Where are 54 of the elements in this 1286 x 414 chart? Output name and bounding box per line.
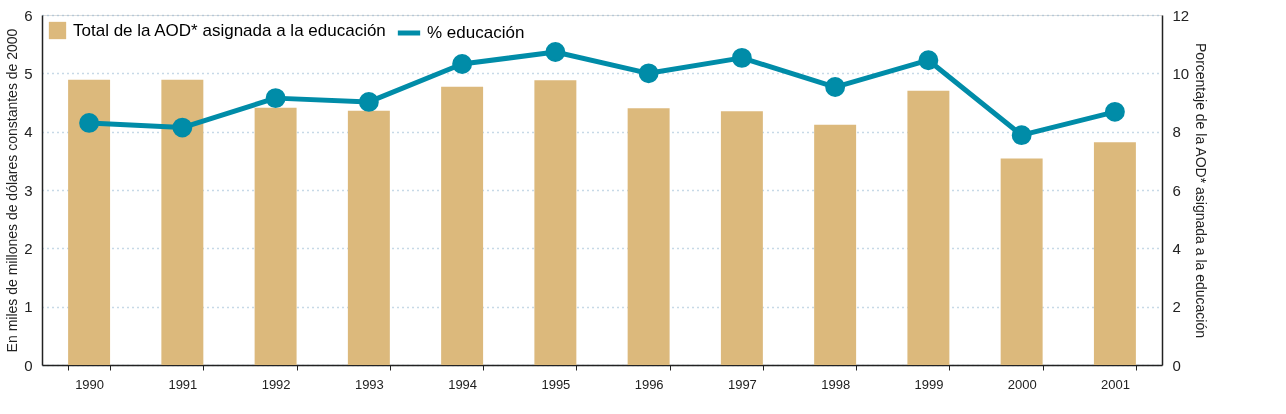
y-tick-label: 6 [24,6,33,24]
x-tick-label: 1993 [354,376,384,392]
x-tick-label: 1995 [541,376,571,392]
bar [254,107,297,365]
y-tick-label: 4 [24,123,33,141]
bar [161,79,204,365]
point [918,50,939,71]
y2-axis-title: Porcentaje de la AOD* asignada a la educación [1193,43,1210,338]
y-tick-label: 3 [24,181,33,199]
x-tick-label: 1991 [168,376,198,392]
x-tick-label: 1999 [914,376,944,392]
x-tick-label: 1996 [634,376,664,392]
x-tick-label: 2001 [1100,376,1130,392]
y2-tick-label: 8 [1172,123,1181,141]
y-tick-label: 1 [24,298,33,316]
y2-tick-label: 0 [1172,356,1181,374]
point [1104,101,1125,122]
bar [627,108,670,365]
bar [1093,142,1136,365]
y-tick-label: 0 [24,356,33,374]
bar [1000,158,1043,365]
y-tick-label: 5 [24,64,33,82]
point [1011,125,1032,146]
x-tick-label: 1990 [75,376,105,392]
bar [720,111,763,365]
y2-tick-label: 12 [1172,6,1190,24]
bar [534,80,577,365]
bar [814,124,857,365]
x-tick-label: 1997 [727,376,757,392]
point [731,47,752,68]
y2-tick-label: 4 [1172,239,1181,257]
y2-tick-label: 2 [1172,298,1181,316]
point [265,88,286,109]
bar [907,90,950,365]
legend-label: Total de la AOD* asignada a la educación [73,20,386,40]
x-tick-label: 1994 [448,376,478,392]
x-tick-label: 1998 [821,376,851,392]
legend-label: % educación [427,23,525,42]
point [452,54,473,74]
y2-tick-label: 10 [1172,64,1190,82]
x-tick-label: 2000 [1007,376,1037,392]
y-tick-label: 2 [24,239,33,257]
y-axis-title: En miles de millones de dólares constantes de 2000 [4,28,21,353]
point [172,117,193,138]
point [358,91,379,112]
y2-tick-label: 6 [1172,181,1181,199]
point [638,63,659,84]
bar [347,110,390,365]
bar [68,79,111,365]
bar [441,86,484,365]
x-tick-label: 1992 [261,376,291,392]
point [825,77,846,97]
point [79,112,100,133]
point [545,42,566,62]
